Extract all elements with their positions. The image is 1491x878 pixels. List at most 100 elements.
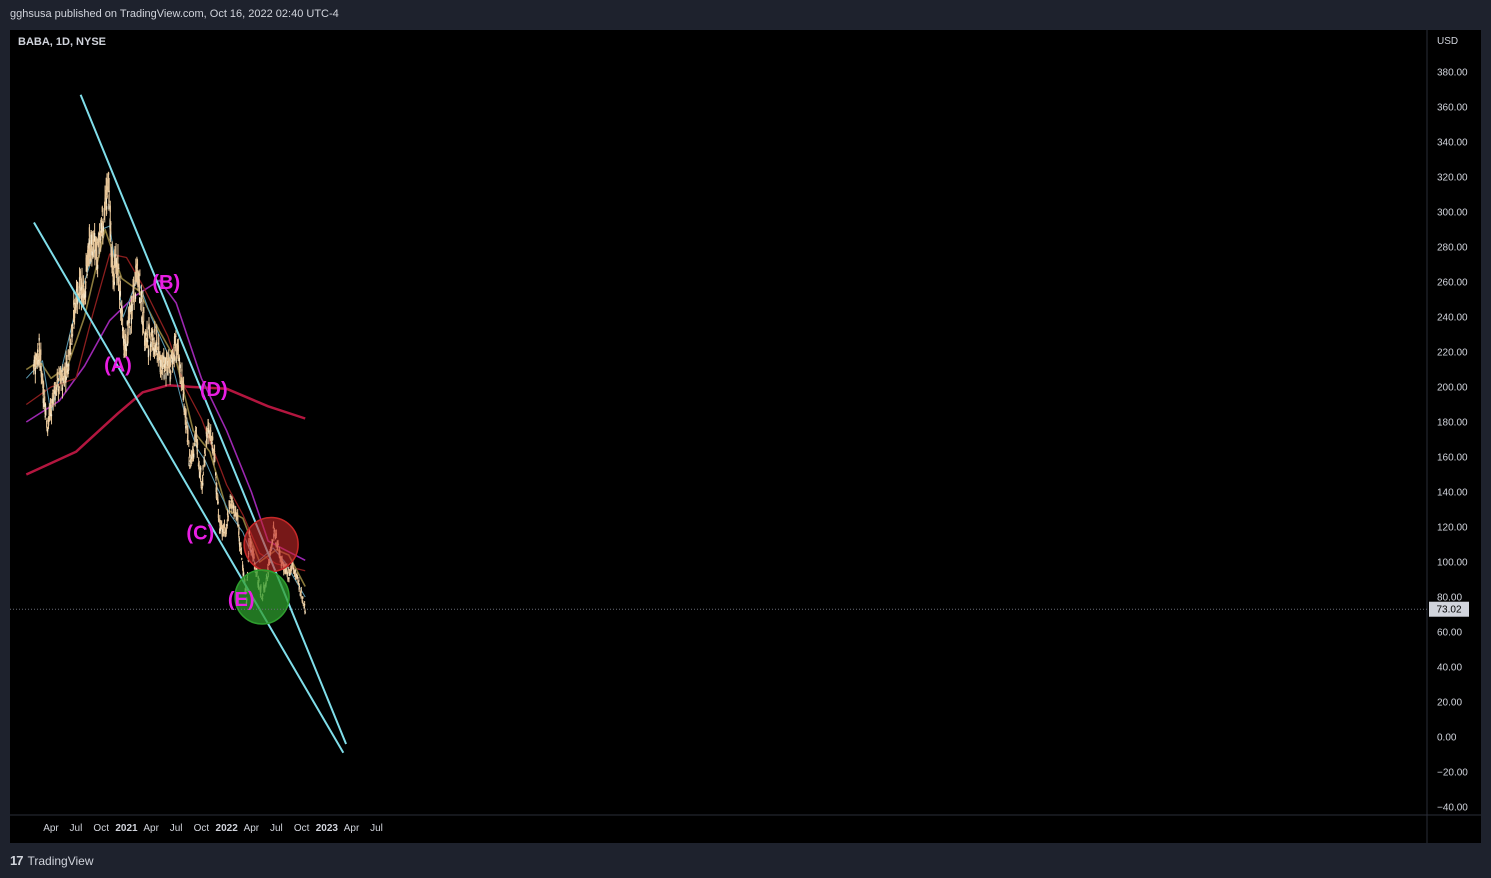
candle-body	[39, 357, 41, 362]
candle-body	[142, 300, 144, 305]
candle-body	[57, 378, 59, 380]
candle-body	[153, 342, 155, 344]
candle-body	[115, 254, 117, 256]
candle-body	[212, 449, 214, 451]
candle-body	[142, 321, 144, 326]
candle-body	[70, 326, 73, 330]
candle-body	[217, 514, 220, 518]
time-tick-label: Apr	[244, 823, 260, 834]
candle-body	[136, 265, 138, 274]
candle-body	[126, 340, 129, 346]
candle-body	[95, 237, 97, 242]
candle-body	[198, 467, 200, 469]
candle-body	[78, 277, 81, 281]
candle-body	[108, 172, 110, 175]
candle-body	[73, 302, 75, 305]
candle-body	[189, 453, 191, 456]
candle-body	[141, 317, 143, 323]
candle-body	[53, 386, 55, 391]
candle-body	[213, 450, 216, 452]
currency-label: USD	[1437, 36, 1458, 47]
candle-body	[202, 482, 204, 486]
candle-body	[89, 240, 91, 245]
candle-body	[56, 372, 58, 379]
candle-body	[226, 524, 228, 526]
candle-body	[113, 268, 115, 277]
wave-label: (D)	[200, 379, 228, 401]
candle-body	[97, 264, 99, 269]
candle-body	[240, 547, 242, 551]
candle-body	[134, 272, 136, 277]
candle-body	[44, 396, 46, 401]
candle-body	[138, 284, 140, 291]
tradingview-brand[interactable]: 17 TradingView	[10, 853, 94, 868]
candle-body	[150, 334, 153, 336]
candle-body	[173, 354, 175, 362]
candle-body	[105, 198, 108, 205]
candle-body	[227, 515, 229, 517]
candle-body	[296, 575, 299, 578]
candle-body	[198, 471, 201, 478]
candle-body	[148, 334, 151, 336]
candle-body	[79, 285, 81, 291]
candle-body	[54, 390, 56, 395]
candle-body	[86, 274, 88, 276]
bottom-bar	[0, 843, 1491, 878]
candle-body	[83, 293, 85, 299]
price-tick-label: 100.00	[1437, 558, 1468, 569]
candle-body	[58, 386, 60, 389]
time-tick-label: Apr	[344, 823, 360, 834]
candle-body	[45, 409, 47, 416]
candle-body	[147, 349, 150, 358]
candle-body	[233, 514, 235, 516]
candle-body	[220, 521, 222, 526]
tradingview-logo-icon: 17	[10, 853, 24, 868]
candle-body	[304, 604, 306, 606]
candle-body	[134, 293, 137, 299]
candle-body	[66, 361, 68, 367]
chart-frame[interactable]: (A) (B) (C) (D) (E) 380.00 360.00 340.00 320.00…	[10, 30, 1481, 843]
candle-body	[40, 365, 42, 373]
price-tick-label: −20.00	[1437, 768, 1468, 779]
candle-body	[108, 203, 110, 210]
candle-body	[193, 443, 196, 446]
candle-body	[193, 453, 195, 458]
candle-body	[150, 336, 152, 341]
candle-body	[158, 345, 160, 351]
candle-body	[119, 291, 121, 300]
candle-body	[168, 354, 170, 360]
candle-body	[215, 477, 217, 479]
price-chart[interactable]: (A) (B) (C) (D) (E) 380.00 360.00 340.00 320.00…	[10, 30, 1481, 843]
candle-body	[147, 339, 149, 343]
candle-body	[54, 393, 56, 401]
publish-note: gghsusa published on TradingView.com, Oc…	[10, 8, 339, 20]
candle-body	[200, 481, 203, 484]
candle-body	[203, 457, 205, 463]
time-tick-label: 2022	[216, 823, 239, 834]
candle-body	[177, 345, 179, 352]
candle-body	[175, 335, 177, 337]
candle-body	[120, 308, 122, 314]
candle-body	[156, 329, 158, 337]
candle-body	[109, 205, 111, 213]
candle-body	[145, 332, 147, 336]
candle-body	[175, 342, 177, 347]
candle-body	[156, 342, 158, 346]
candle-body	[111, 275, 114, 277]
candle-body	[160, 359, 162, 367]
candle-body	[41, 373, 43, 375]
wave-label: (B)	[152, 272, 180, 294]
candle-body	[289, 573, 291, 576]
candle-body	[49, 411, 51, 415]
price-tick-label: −40.00	[1437, 803, 1468, 814]
candle-body	[154, 328, 156, 332]
candle-body	[210, 442, 212, 444]
candle-body	[112, 280, 114, 282]
wave-label: (E)	[228, 589, 255, 611]
candle-body	[58, 388, 60, 392]
candle-body	[165, 357, 167, 365]
candle-body	[38, 359, 40, 362]
candle-body	[202, 474, 204, 476]
candle-body	[38, 347, 41, 353]
candle-body	[237, 513, 239, 518]
